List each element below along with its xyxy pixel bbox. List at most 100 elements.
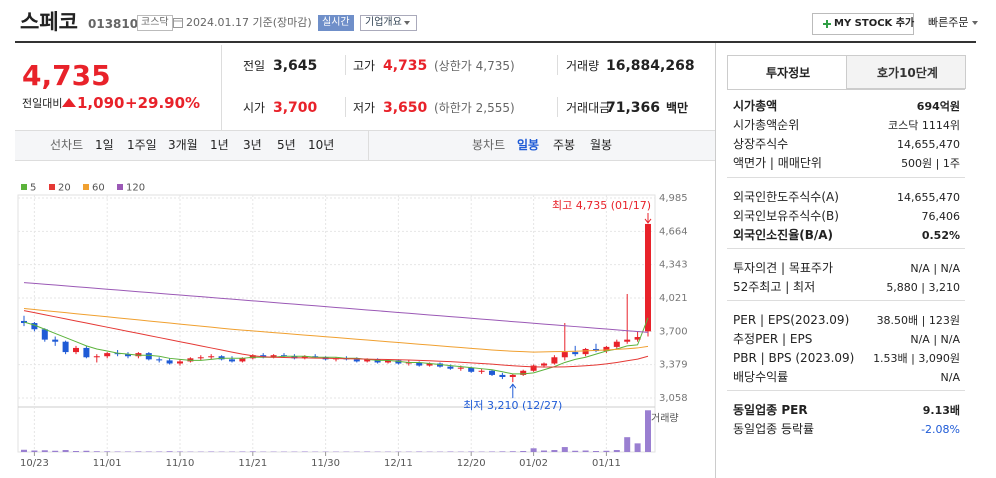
y-tick-label: 4,343 [659, 260, 688, 271]
candle-body [52, 339, 59, 342]
header-rule [15, 41, 976, 43]
legend-swatch [21, 184, 27, 190]
group-rule [727, 390, 965, 391]
tab-text: 투자정보 [766, 66, 811, 80]
volume-bar [249, 451, 256, 452]
volume-bar [582, 450, 589, 452]
period-tab[interactable]: 3개월 [168, 138, 198, 152]
info-value: 14,655,470 [897, 191, 960, 204]
min-label: 최저 3,210 (12/27) [463, 399, 562, 412]
candle-body [249, 355, 256, 359]
candle-body [416, 362, 423, 366]
candle-body [499, 374, 506, 377]
volume-bar [561, 447, 568, 452]
volume-bar [541, 450, 547, 452]
period-tab[interactable]: 10년 [308, 138, 335, 152]
legend-label: 20 [58, 183, 71, 194]
mystock-button[interactable]: MY STOCK 추가 [812, 13, 914, 35]
up-icon [62, 98, 76, 107]
period-tab[interactable]: 5년 [277, 138, 296, 152]
info-label: 상장주식수 [733, 137, 789, 151]
volume-bar [62, 450, 69, 452]
market-badge: 코스닥 [137, 15, 173, 31]
quote-unit: 백만 [666, 101, 689, 115]
quote-label: 전일 [243, 59, 266, 73]
y-tick-label: 4,021 [659, 293, 688, 304]
volume-bar [499, 451, 506, 452]
candle-body [125, 354, 131, 357]
candle-body [603, 346, 610, 352]
volume-bar [21, 449, 27, 452]
stock-name: 스페코 [20, 10, 78, 34]
quote-label: 시가 [243, 101, 266, 115]
group-rule [727, 248, 965, 249]
candle-tab[interactable]: 일봉 [517, 138, 540, 152]
chart: 3,058 3,379 3,700 4,021 4,343 4,664 4,985 10/23… [17, 183, 688, 469]
section-border [715, 43, 716, 478]
divider [345, 55, 346, 75]
realtime-badge[interactable]: 실시간 [318, 15, 354, 31]
volume-bar [52, 450, 59, 452]
volume-label: 거래량 [651, 413, 679, 425]
info-label: PER | EPS(2023.09) [733, 313, 850, 327]
plus-icon [823, 20, 831, 28]
volume-bar [530, 448, 537, 452]
divider [557, 97, 558, 117]
candle-body [405, 362, 412, 364]
candle-body [437, 363, 443, 367]
candle-body [645, 223, 651, 332]
volume-bar [41, 450, 48, 452]
candle-body [530, 365, 537, 371]
candle-body [468, 367, 475, 372]
candle-body [229, 359, 235, 362]
overview-button[interactable]: 기업개요 [360, 15, 417, 31]
quote-value: 3,700 [273, 100, 318, 116]
x-tick-label: 01/02 [519, 458, 548, 469]
candle-body [166, 360, 173, 364]
info-label: 동일업종 PER [733, 403, 808, 417]
candle-body [73, 347, 79, 353]
info-label: 외국인소진율(B/A) [733, 228, 834, 242]
period-tab[interactable]: 1년 [210, 138, 229, 152]
volume-bar [572, 450, 579, 452]
quote-note: (상한가 4,735) [434, 59, 515, 73]
candle-tab[interactable]: 월봉 [590, 138, 613, 152]
x-tick-label: 11/01 [93, 458, 122, 469]
candle-body [31, 323, 38, 330]
change-label: 전일대비 [22, 97, 63, 110]
y-tick-label: 3,379 [659, 360, 688, 371]
candle-tab[interactable]: 주봉 [553, 138, 576, 152]
info-value: 5,880 | 3,210 [886, 281, 960, 294]
info-value: N/A | N/A [910, 262, 960, 275]
candle-body [41, 329, 48, 340]
candle-body [93, 356, 100, 358]
group-rule [727, 300, 965, 301]
max-label: 최고 4,735 (01/17) [552, 199, 651, 212]
period-tab[interactable]: 1일 [95, 138, 114, 152]
period-tab[interactable]: 1주일 [127, 138, 157, 152]
info-value: 38.50배 | 123원 [876, 314, 960, 327]
info-label: 시가총액순위 [733, 118, 800, 132]
tab-active[interactable]: 투자정보 [727, 55, 847, 89]
period-tab[interactable]: 3년 [243, 138, 262, 152]
legend-swatch [83, 184, 89, 190]
candle-body [353, 359, 360, 362]
candle-body [489, 370, 495, 375]
candle-body [104, 353, 111, 357]
tab[interactable]: 호가10단계 [846, 55, 966, 89]
tab-label: 선차트 [50, 138, 84, 152]
quote-label: 고가 [353, 59, 376, 73]
quote-value: 3,645 [273, 58, 318, 74]
info-value: -2.08% [921, 423, 960, 436]
calendar-icon [173, 18, 183, 28]
candle-body [447, 366, 454, 369]
info-value: 76,406 [921, 210, 961, 223]
candle-body [634, 337, 641, 340]
ma-line [23, 310, 649, 368]
max-arrowhead [644, 218, 652, 224]
quick-order[interactable]: 빠른주문 [928, 16, 969, 29]
info-value: 0.52% [921, 229, 960, 242]
legend-label: 120 [126, 183, 145, 194]
quote-value: 3,650 [383, 100, 428, 116]
dropdown-icon [404, 21, 410, 25]
